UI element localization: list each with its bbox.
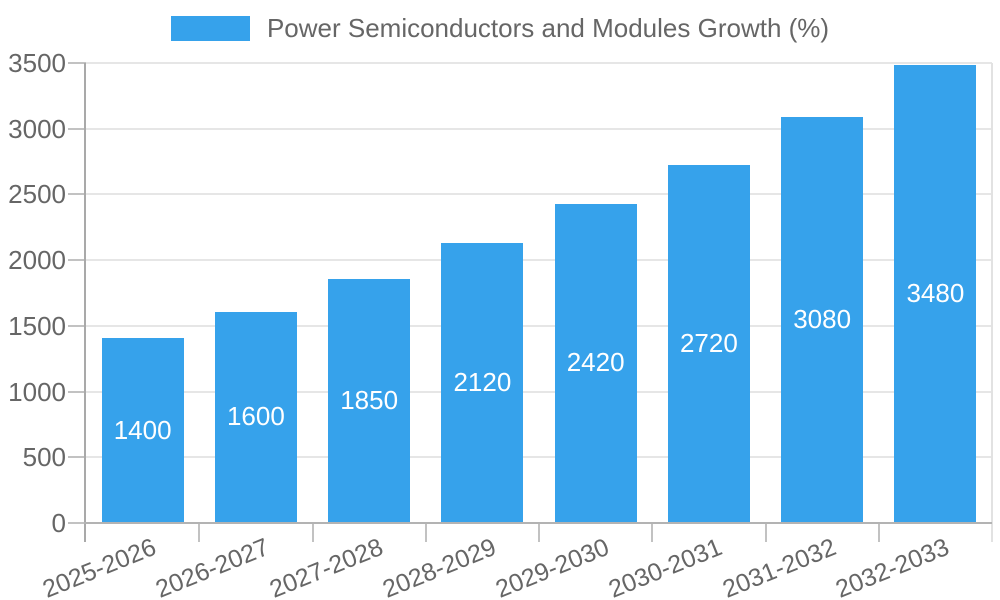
gridline (86, 324, 992, 327)
y-axis-line (84, 63, 86, 542)
y-tick-mark (68, 390, 86, 393)
bar-value-label: 2420 (566, 347, 625, 378)
x-tick-mark (877, 524, 880, 542)
x-tick-mark (651, 524, 654, 542)
x-axis-tick-label: 2032-2033 (831, 533, 953, 600)
gridline (86, 456, 992, 459)
plot-right-border (991, 63, 993, 542)
gridline (86, 127, 992, 130)
x-axis-tick-label: 2028-2029 (378, 533, 500, 600)
x-axis-line (84, 522, 992, 524)
bar-value-label: 1600 (226, 401, 285, 432)
legend-swatch-icon (170, 15, 250, 41)
bar-value-label: 3480 (906, 277, 965, 308)
bar-value-label: 3080 (793, 304, 852, 335)
bar: 3480 (894, 64, 977, 522)
x-tick-mark (538, 524, 540, 542)
bar-value-label: 2720 (679, 327, 738, 358)
x-axis-tick-label: 2030-2031 (605, 533, 727, 600)
x-axis-tick-label: 2031-2032 (718, 533, 840, 600)
x-axis-tick-label: 2026-2027 (152, 533, 274, 600)
y-tick-mark (68, 193, 86, 196)
gridline (86, 62, 992, 64)
gridline (86, 390, 992, 393)
y-tick-mark (68, 127, 86, 130)
y-axis-tick-label: 2500 (8, 179, 66, 210)
y-axis-tick-label: 2000 (8, 245, 66, 276)
bar: 2420 (554, 203, 637, 522)
x-axis-tick-label: 2025-2026 (38, 533, 161, 600)
bar: 1400 (101, 338, 184, 522)
y-tick-mark (68, 522, 86, 524)
y-axis-tick-label: 3500 (8, 48, 66, 78)
y-tick-mark (68, 259, 86, 262)
x-tick-mark (198, 524, 201, 542)
x-axis-tick-label: 2027-2028 (265, 533, 387, 600)
bar: 2720 (667, 164, 750, 522)
bar: 1600 (214, 311, 297, 522)
y-tick-mark (68, 324, 86, 327)
x-axis-tick-label: 2029-2030 (491, 533, 614, 600)
gridline (86, 259, 992, 262)
legend-label: Power Semiconductors and Modules Growth … (266, 13, 830, 43)
gridline (86, 193, 992, 196)
x-tick-mark (424, 524, 427, 542)
y-axis-tick-label: 3000 (8, 113, 66, 144)
bar: 2120 (441, 243, 524, 522)
y-tick-mark (68, 456, 86, 459)
x-tick-mark (311, 524, 314, 542)
bar-value-label: 1850 (340, 384, 399, 415)
y-axis-tick-label: 500 (22, 442, 66, 473)
legend-item[interactable]: Power Semiconductors and Modules Growth … (170, 13, 830, 43)
bar-value-label: 1400 (113, 414, 172, 445)
bar: 1850 (328, 278, 411, 522)
x-tick-mark (764, 524, 767, 542)
y-axis-tick-label: 0 (51, 508, 66, 538)
y-axis-tick-label: 1500 (8, 310, 66, 341)
legend: Power Semiconductors and Modules Growth … (0, 13, 1000, 43)
bar: 3080 (781, 117, 864, 522)
bar-value-label: 2120 (453, 367, 512, 398)
y-tick-mark (68, 62, 86, 64)
y-axis-tick-label: 1000 (8, 376, 66, 407)
